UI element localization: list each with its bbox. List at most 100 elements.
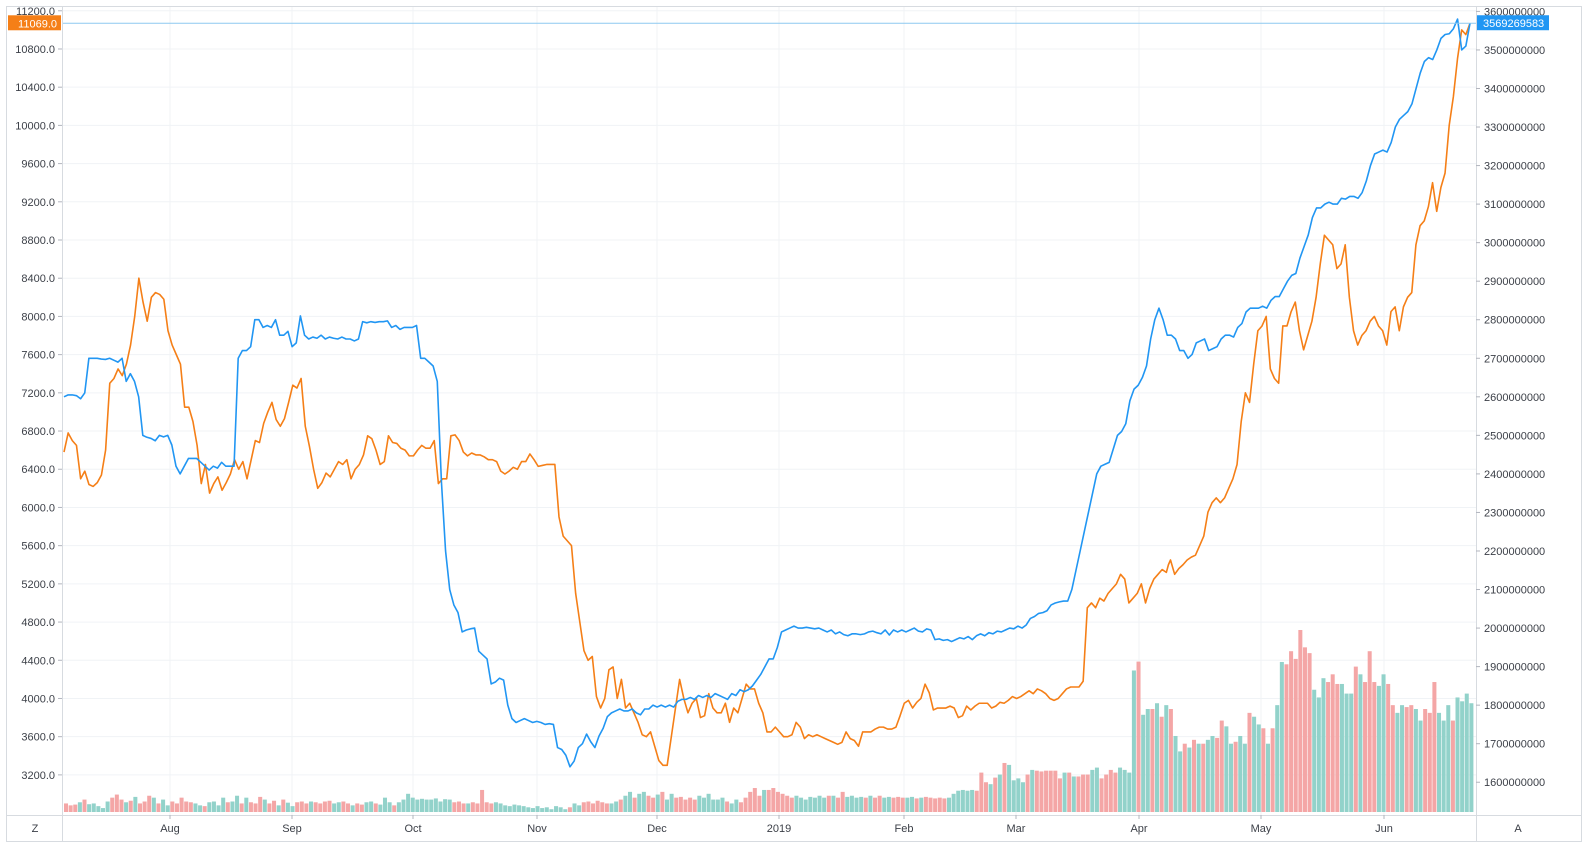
volume-bar — [609, 803, 614, 812]
volume-bar — [346, 803, 351, 812]
right-axis-label: 3400000000 — [1484, 83, 1545, 95]
volume-bar — [933, 798, 938, 812]
volume-bar — [438, 801, 443, 812]
volume-bar — [604, 803, 609, 812]
left-axis-label: 4800.0 — [21, 617, 55, 629]
volume-bar — [748, 791, 753, 812]
volume-bar — [87, 804, 92, 812]
volume-bar — [923, 796, 928, 812]
volume-bar — [882, 797, 887, 812]
volume-bar — [355, 803, 360, 812]
volume-bar — [1127, 772, 1132, 812]
time-axis-label: Mar — [1007, 823, 1026, 835]
volume-bar — [290, 806, 295, 812]
volume-bar — [1293, 658, 1298, 812]
left-axis-label: 11200.0 — [16, 6, 55, 18]
volume-bar — [1261, 728, 1266, 812]
right-axis-label: 2600000000 — [1484, 392, 1545, 404]
volume-bar — [456, 801, 461, 812]
volume-bar — [1030, 769, 1035, 812]
volume-bar — [970, 789, 975, 812]
volume-bar — [1302, 647, 1307, 812]
volume-bar — [285, 802, 290, 812]
volume-bar — [1094, 767, 1099, 812]
volume-bar — [1252, 716, 1257, 812]
volume-bar — [1460, 701, 1465, 812]
time-axis-label: Sep — [282, 823, 302, 835]
volume-bar — [313, 802, 318, 812]
volume-bar — [429, 799, 434, 812]
volume-bar — [1372, 682, 1377, 812]
volume-bar — [655, 794, 660, 812]
time-axis-label: Aug — [160, 823, 180, 835]
time-axis-label: Oct — [404, 823, 421, 835]
volume-bar — [1164, 705, 1169, 812]
volume-bar — [82, 799, 87, 812]
right-price-axis[interactable]: 3600000000350000000034000000003300000000… — [1476, 6, 1549, 789]
volume-bar — [1409, 705, 1414, 812]
left-price-axis[interactable]: 11200.0 10800.0 10400.0 10000.0 9600.0 9200.0… — [8, 6, 62, 782]
volume-bar — [1367, 651, 1372, 812]
volume-bar — [170, 801, 175, 812]
left-axis-scale-button[interactable]: Z — [32, 823, 39, 835]
volume-bar — [1113, 772, 1118, 812]
volume-bar — [267, 803, 272, 812]
left-current-price-badge — [8, 15, 61, 31]
volume-bar — [891, 797, 896, 812]
volume-bar — [1155, 703, 1160, 812]
left-current-price-label: 11069.0 — [18, 18, 57, 30]
volume-bar — [526, 807, 531, 812]
volume-bar — [572, 803, 577, 812]
left-axis-label: 5200.0 — [21, 579, 55, 591]
volume-bar — [493, 802, 498, 812]
chart-frame — [6, 6, 1582, 842]
volume-bar — [808, 796, 813, 812]
volume-bar — [789, 797, 794, 812]
volume-bar — [1464, 693, 1469, 812]
volume-bar — [147, 795, 152, 812]
volume-bar — [151, 797, 156, 812]
volume-bar — [332, 803, 337, 812]
volume-bar — [369, 801, 374, 812]
volume-bar — [540, 808, 545, 812]
volume-bar — [845, 796, 850, 812]
volume-bar — [1020, 782, 1025, 812]
time-axis[interactable]: Aug Sep Oct Nov Dec 2019 Feb Mar Apr May Jun — [160, 815, 1393, 835]
right-axis-label: 1900000000 — [1484, 662, 1545, 674]
volume-bar — [697, 795, 702, 812]
volume-bar — [1284, 664, 1289, 812]
volume-bar — [133, 796, 138, 812]
volume-bar — [517, 805, 522, 812]
volume-bar — [1187, 747, 1192, 812]
volume-bar — [910, 796, 915, 812]
volume-bar — [563, 809, 568, 812]
volume-bar — [1007, 764, 1012, 812]
volume-bar — [96, 806, 101, 812]
volume-bar — [503, 805, 508, 812]
volume-bar — [849, 795, 854, 812]
volume-bar — [382, 797, 387, 812]
volume-bar — [392, 805, 397, 812]
volume-bar — [1358, 674, 1363, 812]
volume-bar — [822, 797, 827, 812]
volume-bar — [1423, 709, 1428, 812]
right-axis-auto-scale-button[interactable]: A — [1514, 823, 1522, 835]
volume-bar — [424, 799, 429, 812]
volume-bar — [262, 799, 267, 812]
volume-bar — [974, 790, 979, 812]
volume-bar — [914, 798, 919, 812]
volume-bar — [447, 799, 452, 812]
volume-bar — [230, 801, 235, 812]
volume-bar — [327, 800, 332, 812]
volume-bar — [577, 805, 582, 812]
right-axis-label: 2500000000 — [1484, 430, 1545, 442]
volume-bar — [359, 804, 364, 812]
volume-bar — [1048, 770, 1053, 812]
volume-bar — [771, 788, 776, 812]
volume-bar — [1344, 693, 1349, 812]
volume-bar — [1441, 720, 1446, 812]
volume-bar — [1298, 630, 1303, 812]
volume-bar — [239, 803, 244, 812]
